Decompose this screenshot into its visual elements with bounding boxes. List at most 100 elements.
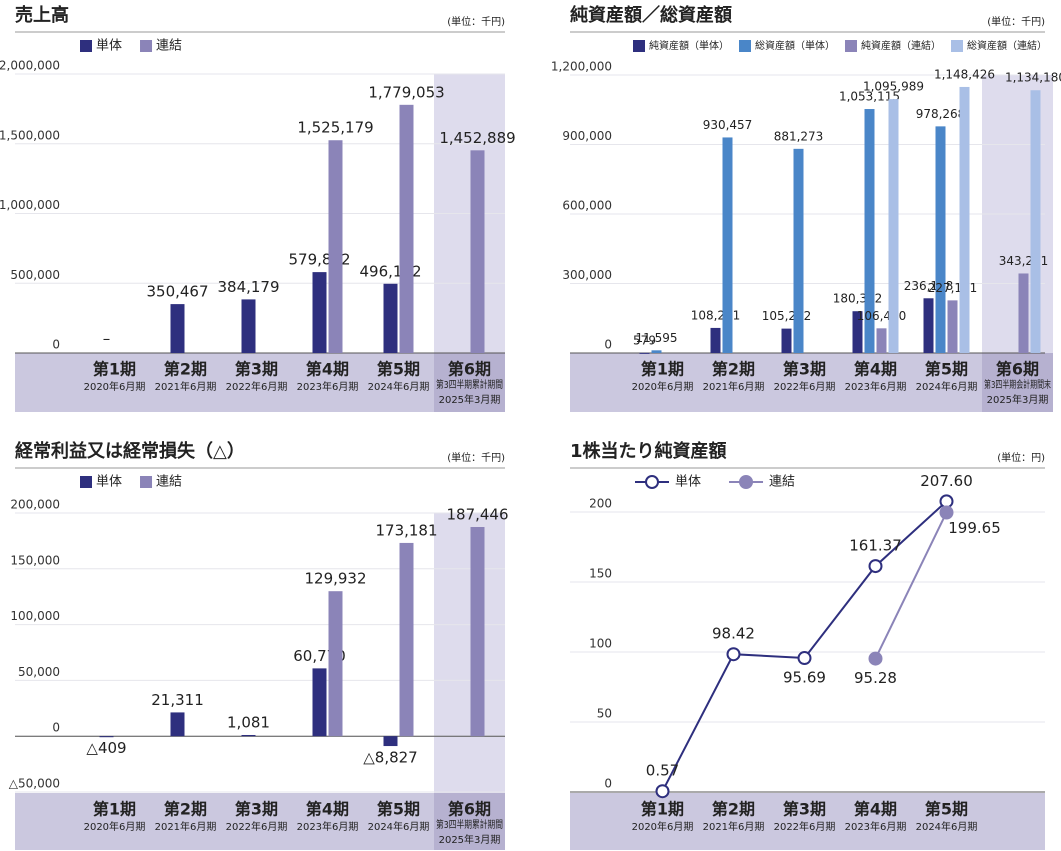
value-label: △409 <box>86 739 126 757</box>
value-label: 227,141 <box>928 281 978 295</box>
category-label: 第5期 <box>377 800 420 819</box>
y-tick-label: 1,000,000 <box>0 198 60 212</box>
legend-label: 連結 <box>156 39 182 54</box>
value-label: 1,081 <box>227 713 270 731</box>
point-marker <box>797 651 812 666</box>
legend-swatch <box>80 476 92 488</box>
value-label: 21,311 <box>151 691 204 709</box>
period-label: 2021年6月期 <box>703 820 765 833</box>
legend-label: 連結 <box>156 475 182 490</box>
period-label: 2022年6月期 <box>774 820 836 833</box>
unit-label: (単位：千円) <box>447 451 505 464</box>
value-label: 1,134,180 <box>1005 71 1061 85</box>
value-label: △8,827 <box>363 749 417 767</box>
value-label: 1,095,989 <box>863 80 924 94</box>
value-label: 199.65 <box>948 519 1001 537</box>
value-label: 173,181 <box>375 521 437 539</box>
legend-swatch <box>845 40 857 52</box>
period-label: 2022年6月期 <box>774 380 836 393</box>
value-label: 881,273 <box>774 129 824 143</box>
period-label: 2020年6月期 <box>632 820 694 833</box>
point-marker <box>868 559 883 574</box>
legend-marker <box>645 475 659 489</box>
bar <box>241 734 256 737</box>
period-label: 2023年6月期 <box>297 380 359 393</box>
period-label: 2023年6月期 <box>297 820 359 833</box>
value-label: 1,779,053 <box>368 83 444 101</box>
chart-title: 純資産額／総資産額 <box>570 4 732 26</box>
category-label: 第1期 <box>641 360 684 379</box>
y-tick-label: 2,000,000 <box>0 59 60 73</box>
y-tick-label: 50 <box>597 707 612 721</box>
category-note: 第3四半期会計期間末 <box>984 378 1051 391</box>
value-label: 95.69 <box>783 669 826 687</box>
category-label: 第3期 <box>783 800 826 819</box>
value-label: 161.37 <box>849 537 902 555</box>
bar <box>170 712 185 737</box>
y-tick-label: 300,000 <box>562 268 612 282</box>
period-label: 2021年6月期 <box>703 380 765 393</box>
period-label: 2021年6月期 <box>155 820 217 833</box>
legend-label: 単体 <box>96 38 122 54</box>
point-marker <box>726 647 741 662</box>
bar <box>241 299 256 353</box>
period-label: 2022年6月期 <box>226 820 288 833</box>
period-label: 2020年6月期 <box>84 380 146 393</box>
value-label: 0.57 <box>646 762 679 780</box>
value-label: 129,932 <box>304 570 366 588</box>
period-label: 2024年6月期 <box>916 820 978 833</box>
bar <box>781 328 792 353</box>
value-label: 95.28 <box>854 669 897 687</box>
category-label: 第6期 <box>448 360 491 379</box>
category-label: 第3期 <box>783 360 826 379</box>
value-label: 11,595 <box>636 331 678 345</box>
category-label: 第4期 <box>854 360 897 379</box>
category-note: 第3四半期累計期間 <box>436 378 503 391</box>
category-label: 第6期 <box>448 800 491 819</box>
y-tick-label: 1,200,000 <box>551 60 612 74</box>
series-line <box>874 512 948 660</box>
period-label: 2020年6月期 <box>84 820 146 833</box>
period-label: 2025年3月期 <box>987 393 1049 406</box>
category-label: 第3期 <box>235 360 278 379</box>
category-label: 第5期 <box>925 360 968 379</box>
y-tick-label: 150,000 <box>10 553 60 567</box>
unit-label: (単位：千円) <box>987 15 1045 28</box>
legend-swatch <box>80 40 92 52</box>
highlight-column <box>434 513 505 793</box>
bar <box>947 300 958 353</box>
bar <box>876 328 887 353</box>
y-tick-label: 100,000 <box>10 609 60 623</box>
value-label: 978,268 <box>916 107 966 121</box>
category-label: 第3期 <box>235 800 278 819</box>
value-label: 98.42 <box>712 625 755 643</box>
value-label: – <box>103 330 111 348</box>
y-tick-label: 900,000 <box>562 129 612 143</box>
y-tick-label: 200 <box>589 497 612 511</box>
period-label: 2023年6月期 <box>845 380 907 393</box>
y-tick-label: 100 <box>589 637 612 651</box>
bar <box>793 148 804 353</box>
category-label: 第1期 <box>93 800 136 819</box>
category-band <box>570 793 1045 850</box>
category-label: 第5期 <box>925 800 968 819</box>
legend-swatch <box>633 40 645 52</box>
category-band <box>15 793 505 850</box>
value-label: 1,452,889 <box>439 129 515 147</box>
bar <box>470 150 485 353</box>
bar <box>399 104 414 353</box>
bar <box>383 736 398 747</box>
period-label: 2020年6月期 <box>632 380 694 393</box>
legend-swatch <box>140 476 153 488</box>
value-label: 1,053,115 <box>839 90 900 104</box>
y-tick-label: 1,500,000 <box>0 128 60 142</box>
bar <box>1018 273 1029 353</box>
highlight-band <box>982 353 1053 412</box>
value-label: 930,457 <box>703 118 753 132</box>
legend-label: 純資産額（単体） <box>649 39 729 52</box>
bar <box>888 99 899 353</box>
highlight-band <box>434 353 505 412</box>
category-label: 第4期 <box>306 360 349 379</box>
bar <box>328 140 343 353</box>
